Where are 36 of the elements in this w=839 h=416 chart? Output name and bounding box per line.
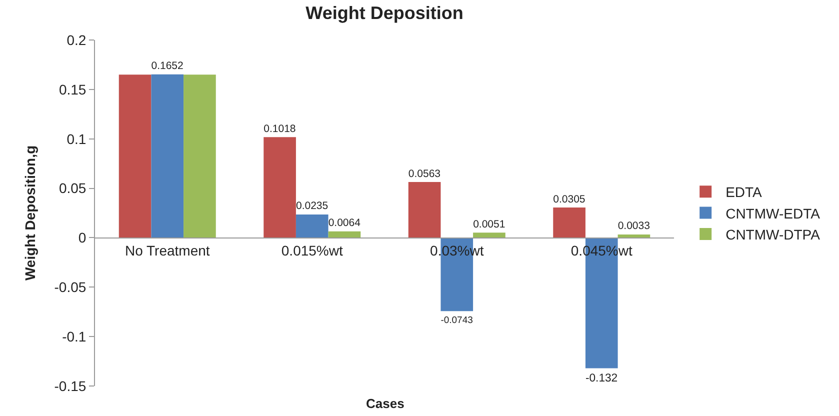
bar (151, 74, 184, 238)
bar (553, 208, 586, 238)
x-tick-label: 0.015%wt (281, 242, 343, 259)
data-label: 0.1652 (151, 60, 184, 72)
bar (618, 234, 650, 238)
data-label: 0.1018 (264, 122, 296, 135)
data-label: -0.132 (585, 372, 618, 385)
legend-label: EDTA (726, 184, 763, 200)
legend-label: CNTMW-EDTA (726, 205, 821, 222)
y-tick-label: 0.05 (58, 180, 86, 196)
x-axis-title: Cases (366, 396, 404, 411)
bar (264, 137, 296, 238)
bar (473, 232, 506, 238)
bar (328, 231, 361, 238)
y-tick-label: -0.1 (62, 328, 86, 344)
data-label: 0.0235 (296, 200, 328, 212)
chart-title: Weight Deposition (306, 2, 464, 23)
data-label: 0.0305 (553, 193, 586, 206)
x-tick-label: No Treatment (124, 242, 210, 259)
data-label: 0.0064 (328, 217, 361, 230)
y-axis-title: Weight Deposition,g (22, 145, 38, 281)
y-tick-label: -0.05 (54, 279, 86, 296)
bar (408, 182, 441, 238)
data-label: -0.0743 (440, 314, 473, 326)
y-tick-label: 0.1 (66, 130, 86, 147)
data-label: 0.0033 (618, 220, 650, 232)
bar (118, 74, 152, 238)
legend-label: CNTMW-DTPA (726, 226, 821, 242)
bar (184, 74, 216, 238)
bar (296, 214, 328, 238)
y-tick-label: 0.15 (58, 81, 86, 98)
y-tick-label: 0.2 (66, 32, 86, 48)
data-label: 0.0051 (473, 218, 506, 230)
data-label: 0.0563 (408, 168, 441, 180)
y-tick-label: -0.15 (54, 378, 86, 394)
y-tick-label: 0 (78, 230, 86, 246)
